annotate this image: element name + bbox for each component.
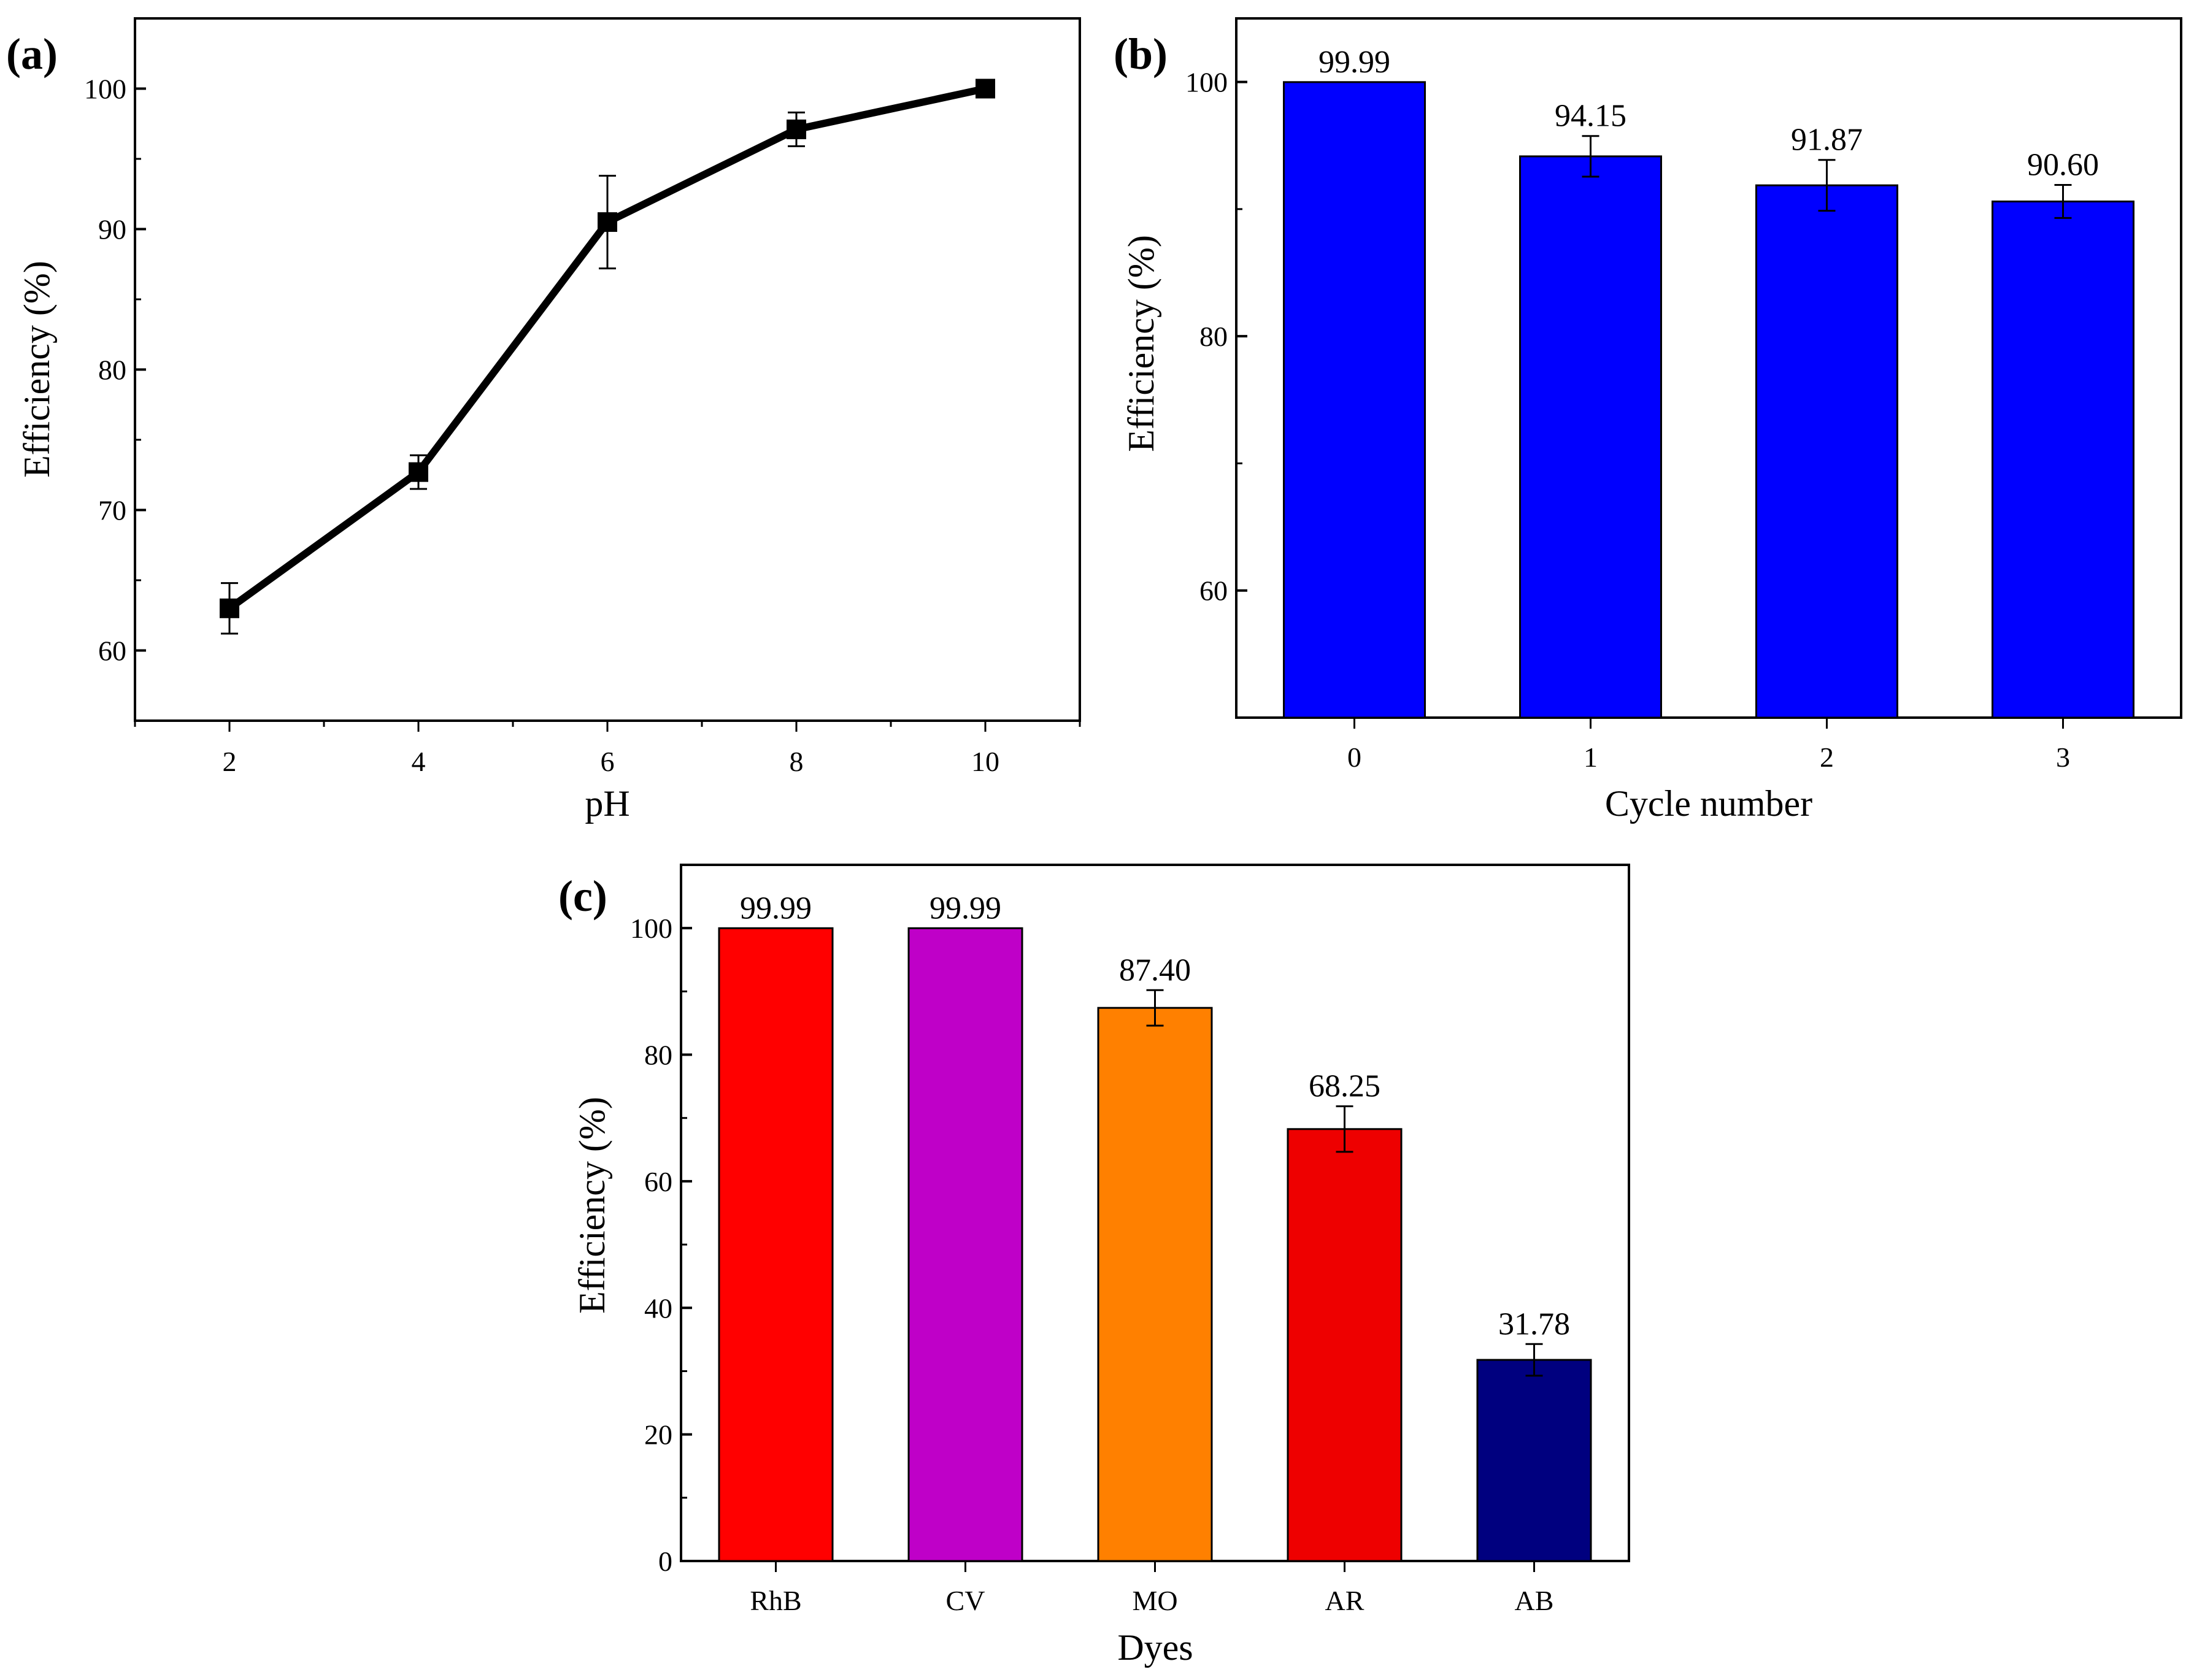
panel-a-x-tick-label: 10 [971,746,999,777]
panel-b-y-tick-label: 80 [1199,321,1228,352]
panel-c-x-tick-label: MO [1132,1585,1177,1616]
panel-c-x-tick-label: CV [946,1585,985,1616]
panel-c-x-tick-label: AR [1325,1585,1365,1616]
panel-a-marks: 60 70 80 90 100 2 4 6 8 10 [84,74,1081,777]
panel-c-y-tick-label: 80 [644,1040,672,1071]
panel-b-y-tick-label: 60 [1199,575,1228,607]
panel-b-data-label: 91.87 [1791,123,1863,158]
panel-a-y-tick-label: 90 [98,214,126,245]
panel-c-data-label: 99.99 [930,891,1001,926]
panel-b-bar [1992,200,2134,719]
panel-a-data-point [598,212,617,232]
panel-c-bar [718,927,834,1562]
panel-a-x-axis-title: pH [585,783,629,824]
panel-c-label: (c) [558,872,607,921]
panel-a-y-tick-label: 70 [98,495,126,526]
panel-a-data-point [787,119,806,139]
panel-c-data-label: 87.40 [1119,953,1191,988]
panel-c-x-tick-label: RhB [750,1585,801,1616]
panel-c-y-tick-label: 0 [658,1546,672,1577]
panel-a-label: (a) [6,29,58,79]
panel-a-plot-frame [134,17,1081,722]
panel-b-bar [1283,81,1426,719]
panel-c-data-label: 31.78 [1498,1306,1570,1341]
panel-b-data-label: 99.99 [1318,45,1390,80]
panel-c-data-label: 68.25 [1309,1069,1380,1104]
panel-c-marks: 0 20 40 60 80 100 99.99 RhB 99.99 CV 87.40 MO 68.25 A… [630,891,1592,1616]
panel-c-y-tick-label: 60 [644,1166,672,1197]
panel-b-label: (b) [1114,29,1168,79]
panel-b-x-tick-label: 3 [2056,742,2070,773]
panel-b-x-tick-label: 1 [1584,742,1598,773]
panel-a-x-tick-label: 4 [412,746,426,777]
panel-a-y-tick-label: 60 [98,635,126,667]
panel-c-y-tick-label: 40 [644,1292,672,1324]
panel-b-data-label: 94.15 [1555,99,1626,134]
panel-c-bar [1287,1128,1403,1562]
panel-b-marks: 60 80 100 99.99 0 94.15 1 91.87 2 90.60 3 [1185,45,2134,773]
panel-c-bar [907,927,1023,1562]
panel-a-data-point [976,79,995,99]
panel-a-y-tick-label: 100 [84,74,126,105]
panel-c-x-tick-label: AB [1515,1585,1554,1616]
panel-c-y-tick-label: 100 [630,913,672,944]
panel-a-y-axis-title: Efficiency (%) [17,261,57,478]
panel-a-series-line [227,85,987,612]
panel-a-data-point [220,598,239,618]
panel-a-line-chart: 60 70 80 90 100 2 4 6 8 10 pH Efficiency (%) (a) [6,17,1081,824]
panel-b-x-tick-label: 0 [1347,742,1361,773]
panel-b-plot-frame [1235,17,2182,719]
panel-a-y-tick-label: 80 [98,355,126,386]
panel-b-y-tick-label: 100 [1185,67,1228,98]
panel-b-x-axis-title: Cycle number [1605,783,1812,824]
panel-c-bar [1097,1007,1213,1562]
panel-a-x-tick-label: 2 [223,746,237,777]
panel-b-bar-chart: 60 80 100 99.99 0 94.15 1 91.87 2 90.60 3 Cycle nu… [1114,17,2182,824]
panel-c-bar-chart: 0 20 40 60 80 100 99.99 RhB 99.99 CV 87.40 MO 68.25 A… [558,864,1630,1668]
panel-a-x-tick-label: 8 [790,746,804,777]
panel-a-x-tick-label: 6 [601,746,615,777]
panel-b-x-tick-label: 2 [1820,742,1834,773]
panel-a-data-point [409,462,428,482]
panel-c-data-label: 99.99 [740,891,812,926]
panel-c-bar [1476,1359,1592,1562]
panel-c-y-axis-title: Efficiency (%) [572,1097,612,1314]
panel-b-y-axis-title: Efficiency (%) [1121,235,1161,452]
panel-c-y-tick-label: 20 [644,1419,672,1451]
panel-b-data-label: 90.60 [2027,148,2099,183]
panel-c-x-axis-title: Dyes [1117,1627,1193,1668]
panel-b-bar [1519,155,1662,719]
panel-b-bar [1755,184,1898,719]
